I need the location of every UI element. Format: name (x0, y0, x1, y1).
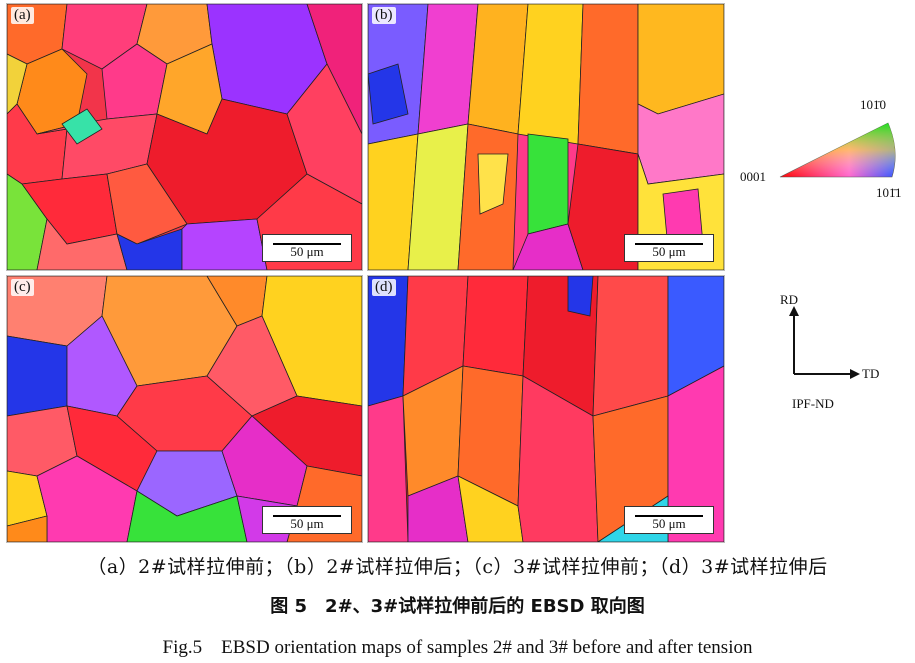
scale-line-b (635, 243, 703, 245)
ebsd-map-c: (c) 50 μm (6, 275, 363, 543)
ipf-legend: 0001 101̄0 101̄1 (740, 95, 910, 215)
panel-label-c: (c) (11, 279, 34, 296)
axis-label-rd: RD (780, 292, 799, 307)
ebsd-map-d: (d) 50 μm (367, 275, 725, 543)
subcaption: （a）2#试样拉伸前；（b）2#试样拉伸后；（c）3#试样拉伸前；（d）3#试样… (87, 556, 828, 578)
ebsd-map-a: (a) 50 μm (6, 3, 363, 271)
scale-line-d (635, 515, 703, 517)
axis-label-td: TD (862, 366, 880, 381)
scale-bar-b: 50 μm (624, 234, 714, 262)
ipf-label-10m10: 101̄0 (860, 97, 886, 112)
ipf-label-10m11: 101̄1 (876, 185, 902, 200)
grain-map-a (7, 4, 362, 270)
figure-title-cn: 图 5 2#、3#试样拉伸前后的 EBSD 取向图 (270, 596, 645, 617)
scale-bar-d: 50 μm (624, 506, 714, 534)
ipf-triangle (779, 122, 896, 178)
scale-line-c (273, 515, 341, 517)
grain-map-d (368, 276, 724, 542)
sample-axes: RD TD IPF-ND (770, 292, 910, 422)
panel-label-d: (d) (372, 279, 396, 296)
scale-line-a (273, 243, 341, 245)
axis-label-ipf: IPF-ND (792, 396, 834, 411)
grain-map-b (368, 4, 724, 270)
scale-text-a: 50 μm (290, 244, 324, 259)
axes-arrows (789, 306, 860, 379)
scale-bar-a: 50 μm (262, 234, 352, 262)
panel-label-a: (a) (11, 7, 34, 24)
ipf-label-0001: 0001 (740, 169, 766, 184)
panel-label-b: (b) (372, 7, 396, 24)
scale-text-c: 50 μm (290, 516, 324, 531)
scale-bar-c: 50 μm (262, 506, 352, 534)
grain-map-c (7, 276, 362, 542)
scale-text-d: 50 μm (652, 516, 686, 531)
ebsd-map-b: (b) 50 μm (367, 3, 725, 271)
scale-text-b: 50 μm (652, 244, 686, 259)
figure-title-en: Fig.5 EBSD orientation maps of samples 2… (162, 637, 753, 658)
